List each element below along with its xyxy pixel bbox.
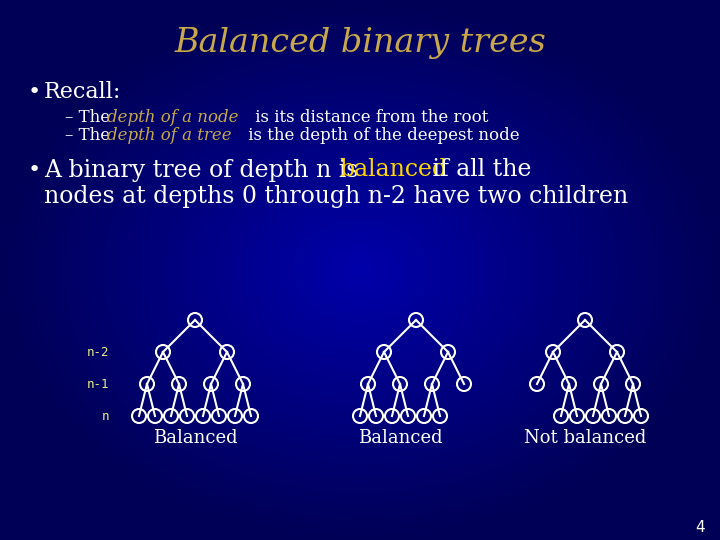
Text: Recall:: Recall:	[44, 81, 122, 103]
Text: •: •	[28, 82, 41, 102]
Text: •: •	[28, 160, 41, 180]
Text: depth of a tree: depth of a tree	[107, 127, 232, 145]
Text: – The: – The	[65, 127, 115, 145]
Text: if all the: if all the	[425, 159, 531, 181]
Text: is the depth of the deepest node: is the depth of the deepest node	[243, 127, 520, 145]
Text: n-1: n-1	[86, 377, 109, 390]
Text: 4: 4	[696, 521, 705, 536]
Text: – The: – The	[65, 109, 115, 125]
Text: balanced: balanced	[339, 159, 447, 181]
Text: nodes at depths 0 through n-2 have two children: nodes at depths 0 through n-2 have two c…	[44, 186, 629, 208]
Text: Balanced: Balanced	[358, 429, 442, 447]
Text: A binary tree of depth n is: A binary tree of depth n is	[44, 159, 366, 181]
Text: n-2: n-2	[86, 346, 109, 359]
Text: n: n	[102, 409, 109, 422]
Text: Not balanced: Not balanced	[524, 429, 646, 447]
Text: depth of a node: depth of a node	[107, 109, 238, 125]
Text: Balanced: Balanced	[153, 429, 238, 447]
Text: is its distance from the root: is its distance from the root	[250, 109, 488, 125]
Text: Balanced binary trees: Balanced binary trees	[174, 27, 546, 59]
